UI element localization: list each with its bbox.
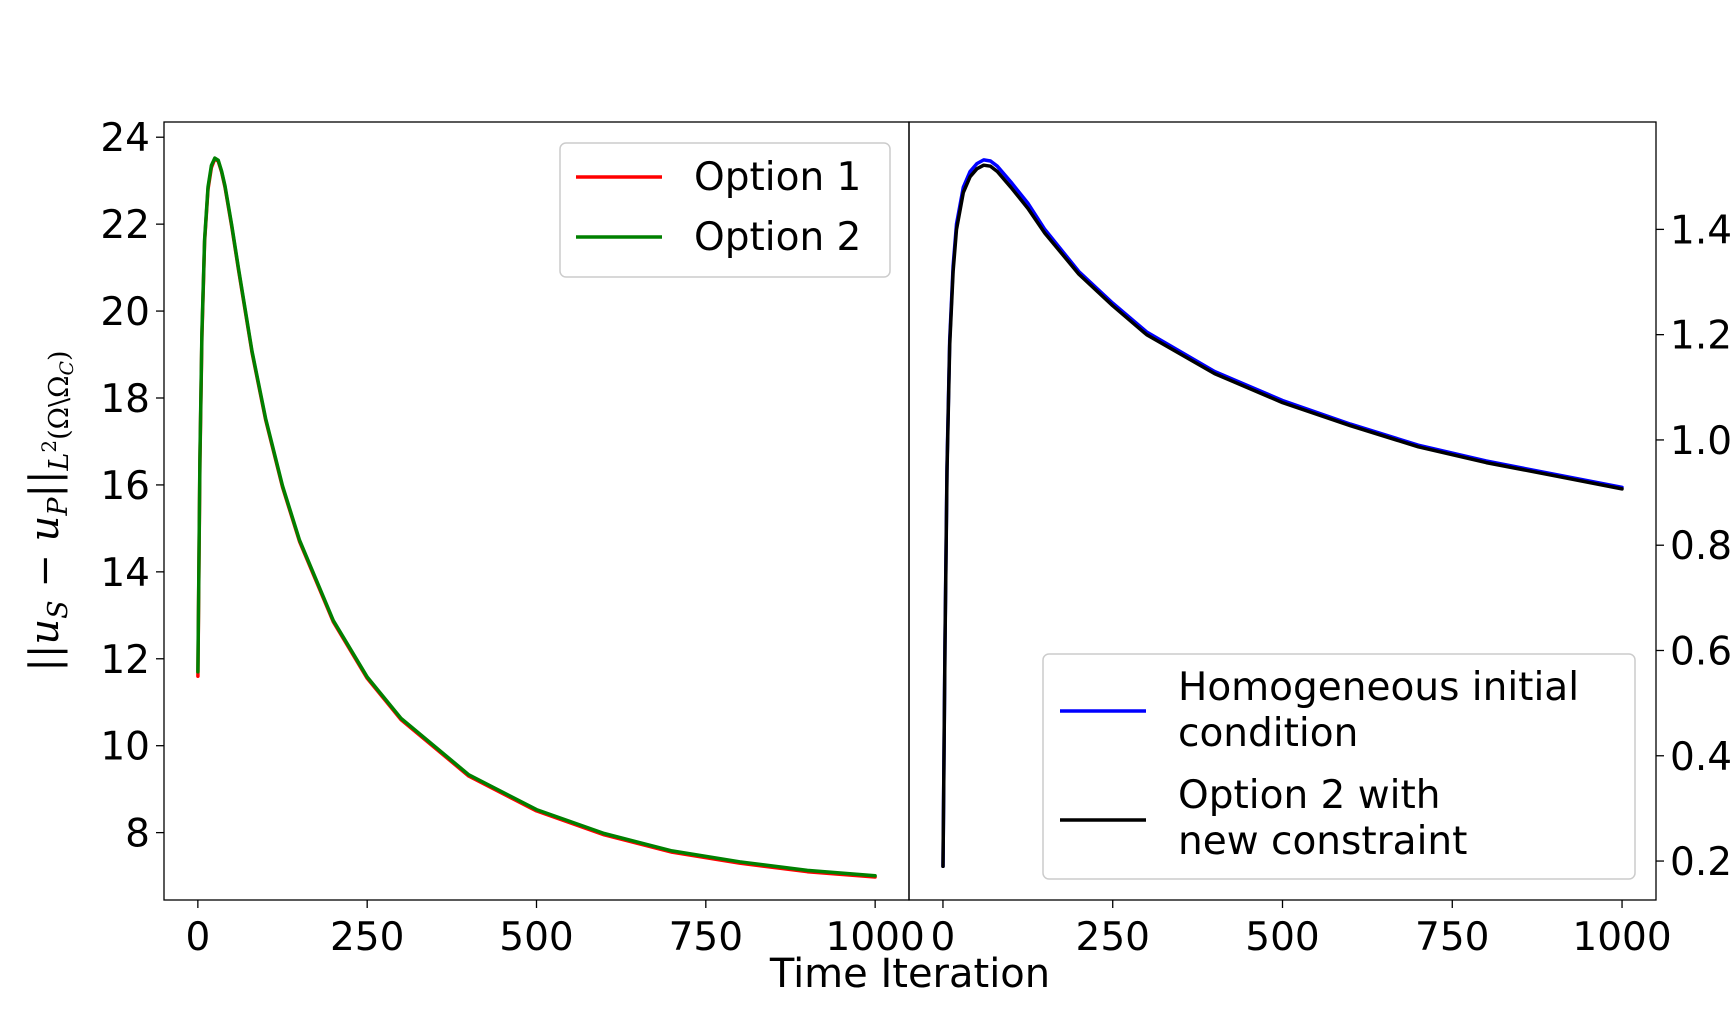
right-series-line-1 <box>941 163 1624 869</box>
right-x-tick-label: 1000 <box>1572 915 1671 960</box>
left-y-tick-label: 16 <box>100 464 150 509</box>
left-x-ticks: 0 250 500 750 1000 <box>185 900 925 960</box>
ylabel-space: L <box>44 453 75 472</box>
left-y-tick-label: 12 <box>100 638 150 683</box>
right-y-tick-label: 1.0 <box>1670 419 1732 464</box>
ylabel-norm-close: || <box>22 471 68 498</box>
legend-label-line: Option 2 with <box>1178 773 1441 818</box>
left-y-ticks: 8 10 12 14 16 18 20 22 24 <box>100 116 164 857</box>
ylabel-domain: (Ω\Ω <box>44 375 75 439</box>
right-x-tick-label: 750 <box>1415 915 1489 960</box>
ylabel-s-sub: S <box>43 600 74 619</box>
right-x-ticks: 0 250 500 750 1000 <box>931 900 1672 960</box>
y-axis-label: ||uS − uP||L2(Ω\ΩC) <box>22 350 78 671</box>
right-y-tick-label: 1.2 <box>1670 314 1732 359</box>
left-x-tick-label: 750 <box>669 915 743 960</box>
left-x-tick-label: 0 <box>185 915 210 960</box>
right-y-tick-label: 0.4 <box>1670 735 1732 780</box>
left-y-tick-label: 24 <box>100 116 150 161</box>
right-x-tick-label: 500 <box>1245 915 1319 960</box>
right-y-tick-label: 0.6 <box>1670 629 1732 674</box>
ylabel-u2: u <box>22 516 68 542</box>
y-axis-label-text: ||uS − uP||L2(Ω\ΩC) <box>22 350 78 671</box>
right-x-tick-label: 250 <box>1076 915 1150 960</box>
legend-label-option-1: Option 1 <box>694 155 861 200</box>
legend-label-line: condition <box>1178 711 1358 756</box>
right-y-tick-label: 0.8 <box>1670 524 1732 569</box>
ylabel-domain-close: ) <box>44 350 75 361</box>
ylabel-u: u <box>22 619 68 645</box>
ylabel-space-exp: 2 <box>37 440 61 453</box>
legend-label-option-2-constraint: Option 2 with new constraint <box>1178 773 1467 864</box>
left-y-tick-label: 10 <box>100 725 150 770</box>
left-x-tick-label: 1000 <box>826 915 925 960</box>
x-axis-label: Time Iteration <box>769 951 1050 997</box>
legend-label-line: Homogeneous initial <box>1178 665 1579 710</box>
left-x-tick-label: 250 <box>330 915 404 960</box>
left-series-layer <box>196 156 877 879</box>
legend-label-homogeneous: Homogeneous initial condition <box>1178 665 1579 756</box>
legend-label-option-2: Option 2 <box>694 215 861 260</box>
ylabel-minus: − <box>22 541 68 600</box>
legend-label-line: new constraint <box>1178 819 1467 864</box>
left-x-tick-label: 500 <box>499 915 573 960</box>
ylabel-norm-open: || <box>22 645 68 672</box>
right-y-tick-label: 0.2 <box>1670 840 1732 885</box>
left-series-line-1 <box>196 156 877 878</box>
left-y-tick-label: 22 <box>100 203 150 248</box>
left-y-tick-label: 8 <box>125 812 150 857</box>
ylabel-p-sub: P <box>43 497 74 517</box>
right-panel: 0 250 500 750 1000 0.2 0.4 0.6 0.8 1.0 1.2 1.4 Hom… <box>908 121 1732 960</box>
right-legend-box <box>1042 653 1636 880</box>
left-y-tick-label: 20 <box>100 290 150 335</box>
right-series-layer <box>941 158 1624 869</box>
left-y-tick-label: 18 <box>100 377 150 422</box>
left-y-tick-label: 14 <box>100 551 150 596</box>
right-y-ticks: 0.2 0.4 0.6 0.8 1.0 1.2 1.4 <box>1656 208 1732 885</box>
ylabel-domain-sub: C <box>56 360 78 375</box>
left-panel: 0 250 500 750 1000 8 10 12 14 16 18 20 22 24 Option … <box>100 116 924 960</box>
left-legend: Option 1 Option 2 <box>559 142 891 278</box>
right-legend: Homogeneous initial condition Option 2 wi… <box>1042 653 1636 880</box>
right-x-tick-label: 0 <box>931 915 956 960</box>
right-y-tick-label: 1.4 <box>1670 208 1732 253</box>
